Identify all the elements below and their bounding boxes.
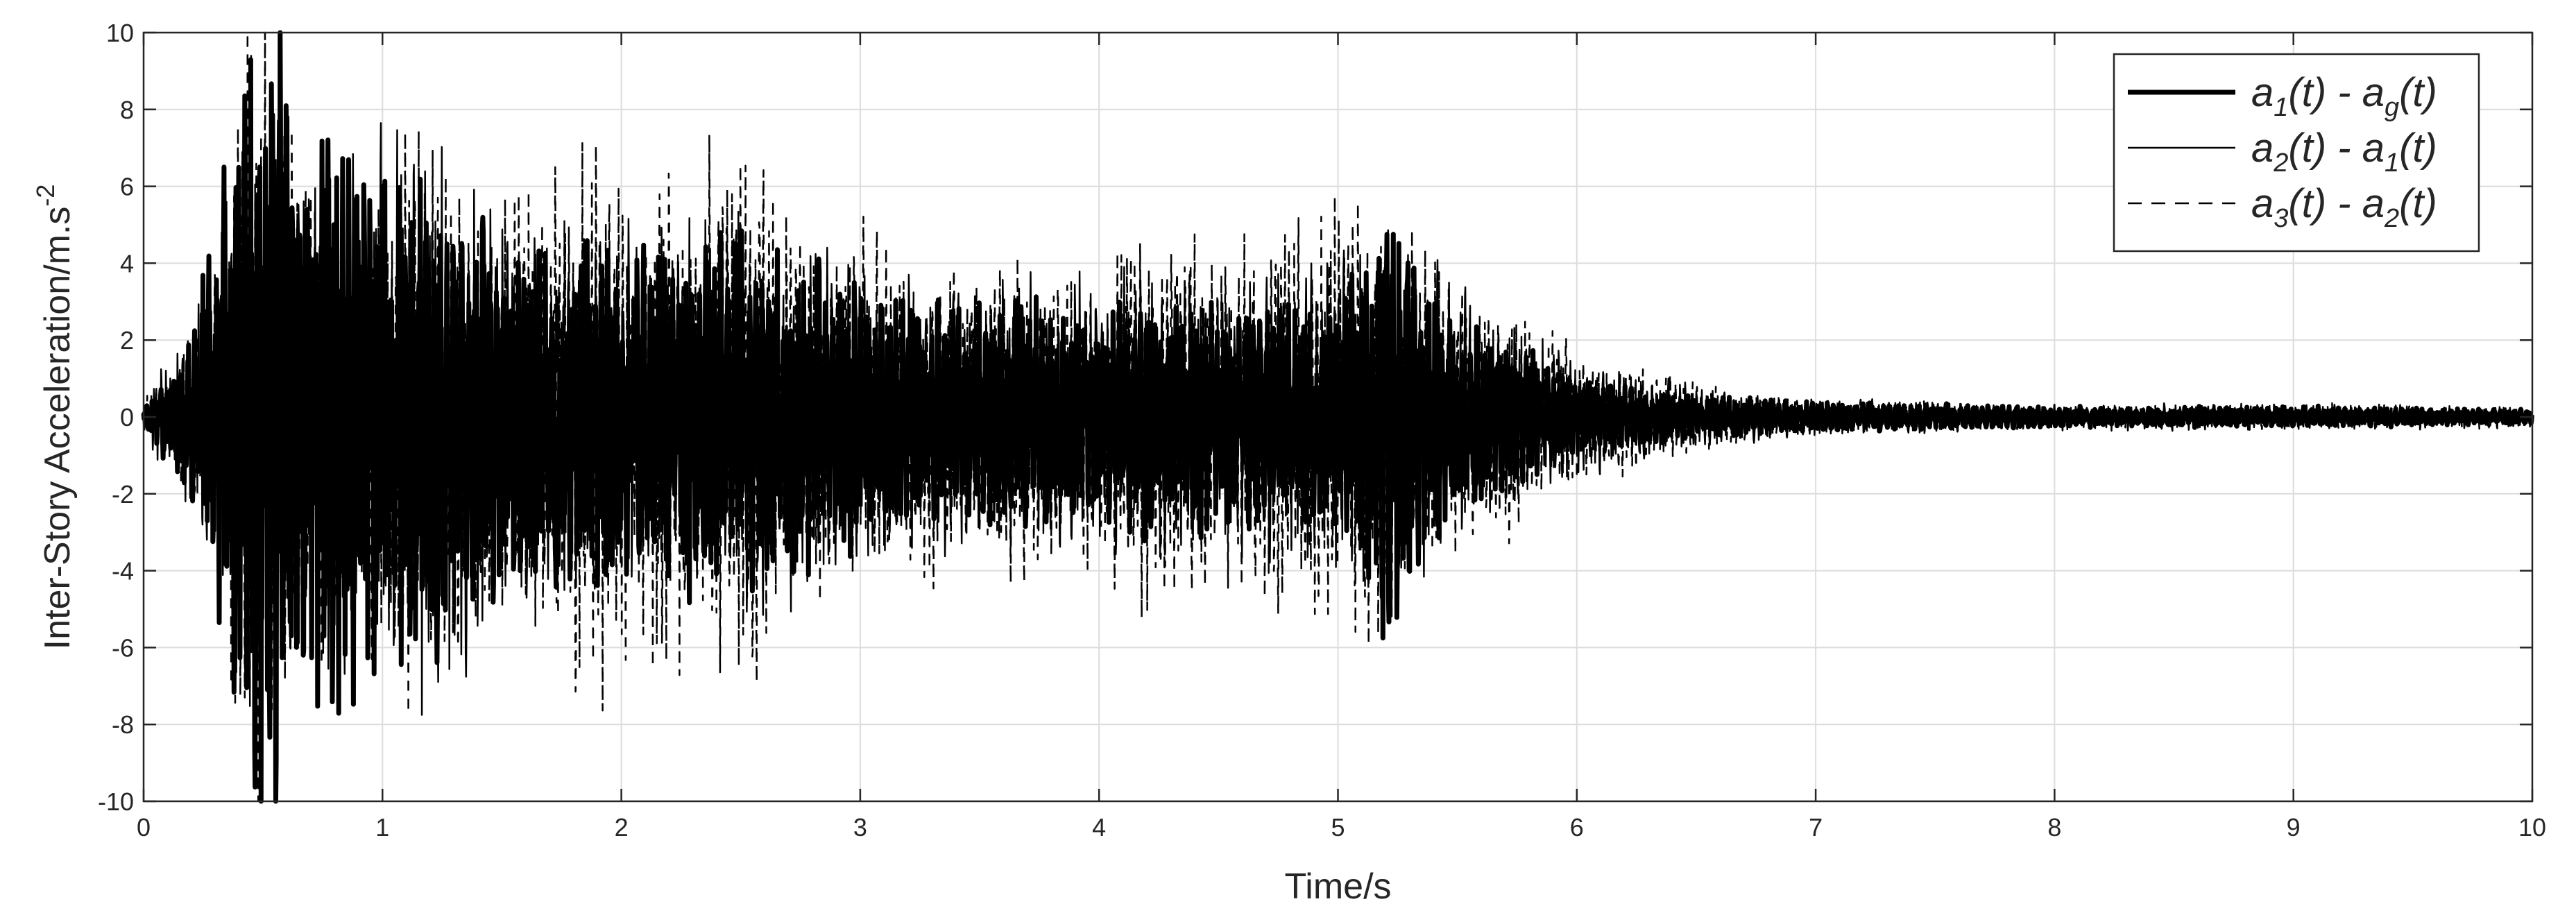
x-tick-label: 6 (1570, 813, 1584, 842)
legend: a1(t) - ag(t)a2(t) - a1(t)a3(t) - a2(t) (2113, 53, 2480, 253)
legend-label-part: (t) (2399, 181, 2437, 226)
legend-label-part: (t) (2399, 126, 2437, 171)
y-tick-label: -2 (112, 480, 134, 509)
y-tick-label: 4 (120, 249, 134, 278)
x-tick-label: 9 (2287, 813, 2301, 842)
legend-label-part: (t) - a (2288, 181, 2385, 226)
series-line-1 (141, 30, 2535, 804)
legend-label-part: 1 (2385, 148, 2399, 178)
legend-label-2: a2(t) - a1(t) (2251, 126, 2437, 178)
x-axis-label: Time/s (1284, 866, 1391, 907)
y-tick-label: -4 (112, 557, 134, 586)
y-tick-label: 10 (106, 19, 134, 47)
x-tick-label: 1 (375, 813, 389, 842)
series-layer (141, 30, 2535, 804)
x-tick-label: 5 (1331, 813, 1345, 842)
legend-label-part: 3 (2274, 204, 2288, 233)
y-tick-label: 6 (120, 173, 134, 201)
legend-label-part: a (2251, 70, 2274, 115)
y-tick-label: 0 (120, 403, 134, 432)
legend-label-part: 2 (2384, 204, 2399, 233)
legend-label-part: a (2251, 181, 2274, 226)
y-tick-label: 2 (120, 326, 134, 355)
legend-label-part: a (2251, 126, 2274, 171)
y-tick-label: -8 (112, 710, 134, 739)
legend-label-part: (t) - a (2288, 70, 2385, 115)
axis-ticks: 0 1 2 3 4 5 6 7 8 9 10 -10 -8 -6 -4 -2 0 2 4 6 8 10 (98, 19, 2546, 842)
y-axis-label-main: Inter-Story Acceleration/m.s (37, 207, 78, 650)
legend-label-3: a3(t) - a2(t) (2251, 181, 2437, 233)
y-tick-label: -10 (98, 787, 134, 816)
y-tick-label: 8 (120, 96, 134, 124)
legend-label-part: 2 (2273, 148, 2288, 178)
x-tick-label: 0 (137, 813, 151, 842)
legend-label-part: 1 (2274, 93, 2288, 122)
y-axis-label: Inter-Story Acceleration/m.s-2 (31, 185, 78, 650)
x-tick-label: 3 (853, 813, 867, 842)
x-tick-label: 4 (1092, 813, 1106, 842)
y-axis-label-exponent: -2 (31, 185, 60, 207)
x-tick-label: 2 (615, 813, 629, 842)
legend-label-part: (t) (2399, 70, 2437, 115)
x-tick-label: 8 (2047, 813, 2061, 842)
x-tick-label: 7 (1809, 813, 1823, 842)
legend-label-part: g (2385, 93, 2399, 122)
legend-box (2113, 53, 2480, 253)
y-tick-label: -6 (112, 633, 134, 662)
x-tick-label: 10 (2518, 813, 2546, 842)
legend-label-part: (t) - a (2288, 126, 2385, 171)
legend-label-1: a1(t) - ag(t) (2251, 70, 2437, 122)
